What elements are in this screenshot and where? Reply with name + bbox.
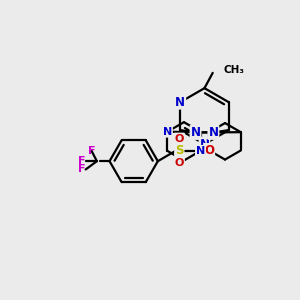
Text: N: N <box>190 126 201 139</box>
Text: F: F <box>78 156 86 166</box>
Text: N: N <box>200 138 209 151</box>
Text: CH₃: CH₃ <box>223 65 244 75</box>
Text: F: F <box>88 146 96 156</box>
Text: N: N <box>175 96 185 109</box>
Text: N: N <box>208 126 218 139</box>
Text: O: O <box>175 134 184 143</box>
Text: N: N <box>163 127 172 137</box>
Text: S: S <box>175 144 184 158</box>
Text: O: O <box>204 144 214 157</box>
Text: F: F <box>78 164 86 174</box>
Text: O: O <box>175 158 184 168</box>
Text: N: N <box>196 146 205 156</box>
